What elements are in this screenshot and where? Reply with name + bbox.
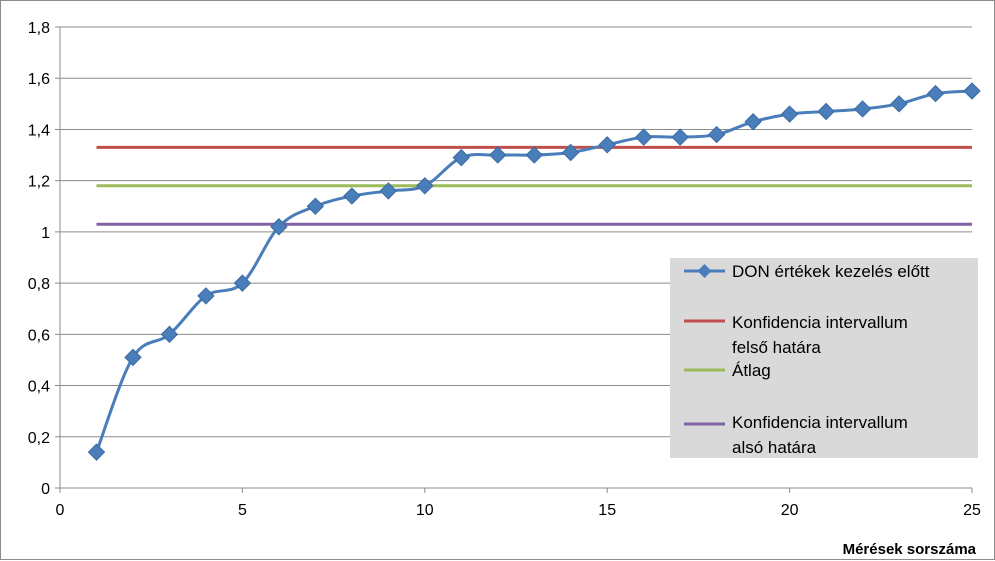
y-tick-label: 1,6 bbox=[28, 71, 50, 88]
legend-label: DON értékek kezelés előtt bbox=[732, 262, 930, 281]
x-tick-label: 5 bbox=[238, 502, 247, 519]
x-tick-label: 20 bbox=[781, 502, 799, 519]
y-tick-label: 0,2 bbox=[28, 430, 50, 447]
data-point-marker bbox=[233, 274, 252, 292]
legend-marker bbox=[697, 264, 712, 278]
x-tick-label: 0 bbox=[56, 502, 65, 519]
data-point-marker bbox=[671, 128, 689, 146]
data-point-marker bbox=[744, 113, 762, 131]
legend-label: Átlag bbox=[732, 361, 771, 380]
data-point-marker bbox=[197, 287, 215, 305]
data-point-marker bbox=[598, 136, 616, 154]
data-point-marker bbox=[452, 148, 470, 167]
y-tick-label: 1,4 bbox=[28, 122, 50, 139]
y-tick-label: 0,8 bbox=[28, 276, 50, 293]
data-point-marker bbox=[926, 84, 945, 103]
legend-label: felső határa bbox=[732, 338, 821, 357]
y-tick-label: 1,2 bbox=[28, 174, 50, 191]
y-tick-label: 1,8 bbox=[28, 20, 50, 37]
legend-label: Konfidencia intervallum bbox=[732, 413, 908, 432]
data-point-marker bbox=[124, 348, 142, 367]
data-point-marker bbox=[853, 100, 872, 118]
data-point-marker bbox=[890, 95, 908, 113]
x-axis-title: Mérések sorszáma bbox=[843, 541, 977, 558]
data-point-marker bbox=[270, 218, 288, 236]
data-point-marker bbox=[343, 187, 361, 205]
y-tick-label: 1 bbox=[41, 225, 50, 242]
y-tick-label: 0,6 bbox=[28, 327, 50, 344]
legend-label: alsó határa bbox=[732, 438, 817, 457]
data-point-marker bbox=[306, 197, 325, 215]
data-point-marker bbox=[707, 125, 726, 144]
data-point-marker bbox=[562, 143, 580, 162]
gridlines bbox=[60, 26, 972, 438]
x-tick-label: 15 bbox=[598, 502, 616, 519]
legend-label: Konfidencia intervallum bbox=[732, 313, 908, 332]
y-tick-label: 0 bbox=[41, 481, 50, 498]
data-point-marker bbox=[379, 182, 398, 200]
axes: 0 0,2 0,4 0,6 0,8 1 1,2 1,4 1,6 1,8 0 5 10 15 20 25 bbox=[28, 20, 981, 519]
data-point-marker bbox=[963, 82, 981, 100]
data-point-marker bbox=[416, 177, 434, 195]
x-tick-label: 10 bbox=[416, 502, 434, 519]
series bbox=[87, 82, 981, 461]
data-point-marker bbox=[489, 146, 507, 164]
x-tick-label: 25 bbox=[963, 502, 981, 519]
data-point-marker bbox=[780, 105, 799, 123]
data-point-marker bbox=[817, 102, 835, 121]
data-point-marker bbox=[525, 146, 543, 164]
legend: DON értékek kezelés előtt Konfidencia int… bbox=[670, 258, 978, 458]
data-point-marker bbox=[634, 128, 653, 146]
data-point-marker bbox=[87, 443, 106, 461]
y-tick-label: 0,4 bbox=[28, 379, 50, 396]
data-point-marker bbox=[160, 325, 179, 344]
